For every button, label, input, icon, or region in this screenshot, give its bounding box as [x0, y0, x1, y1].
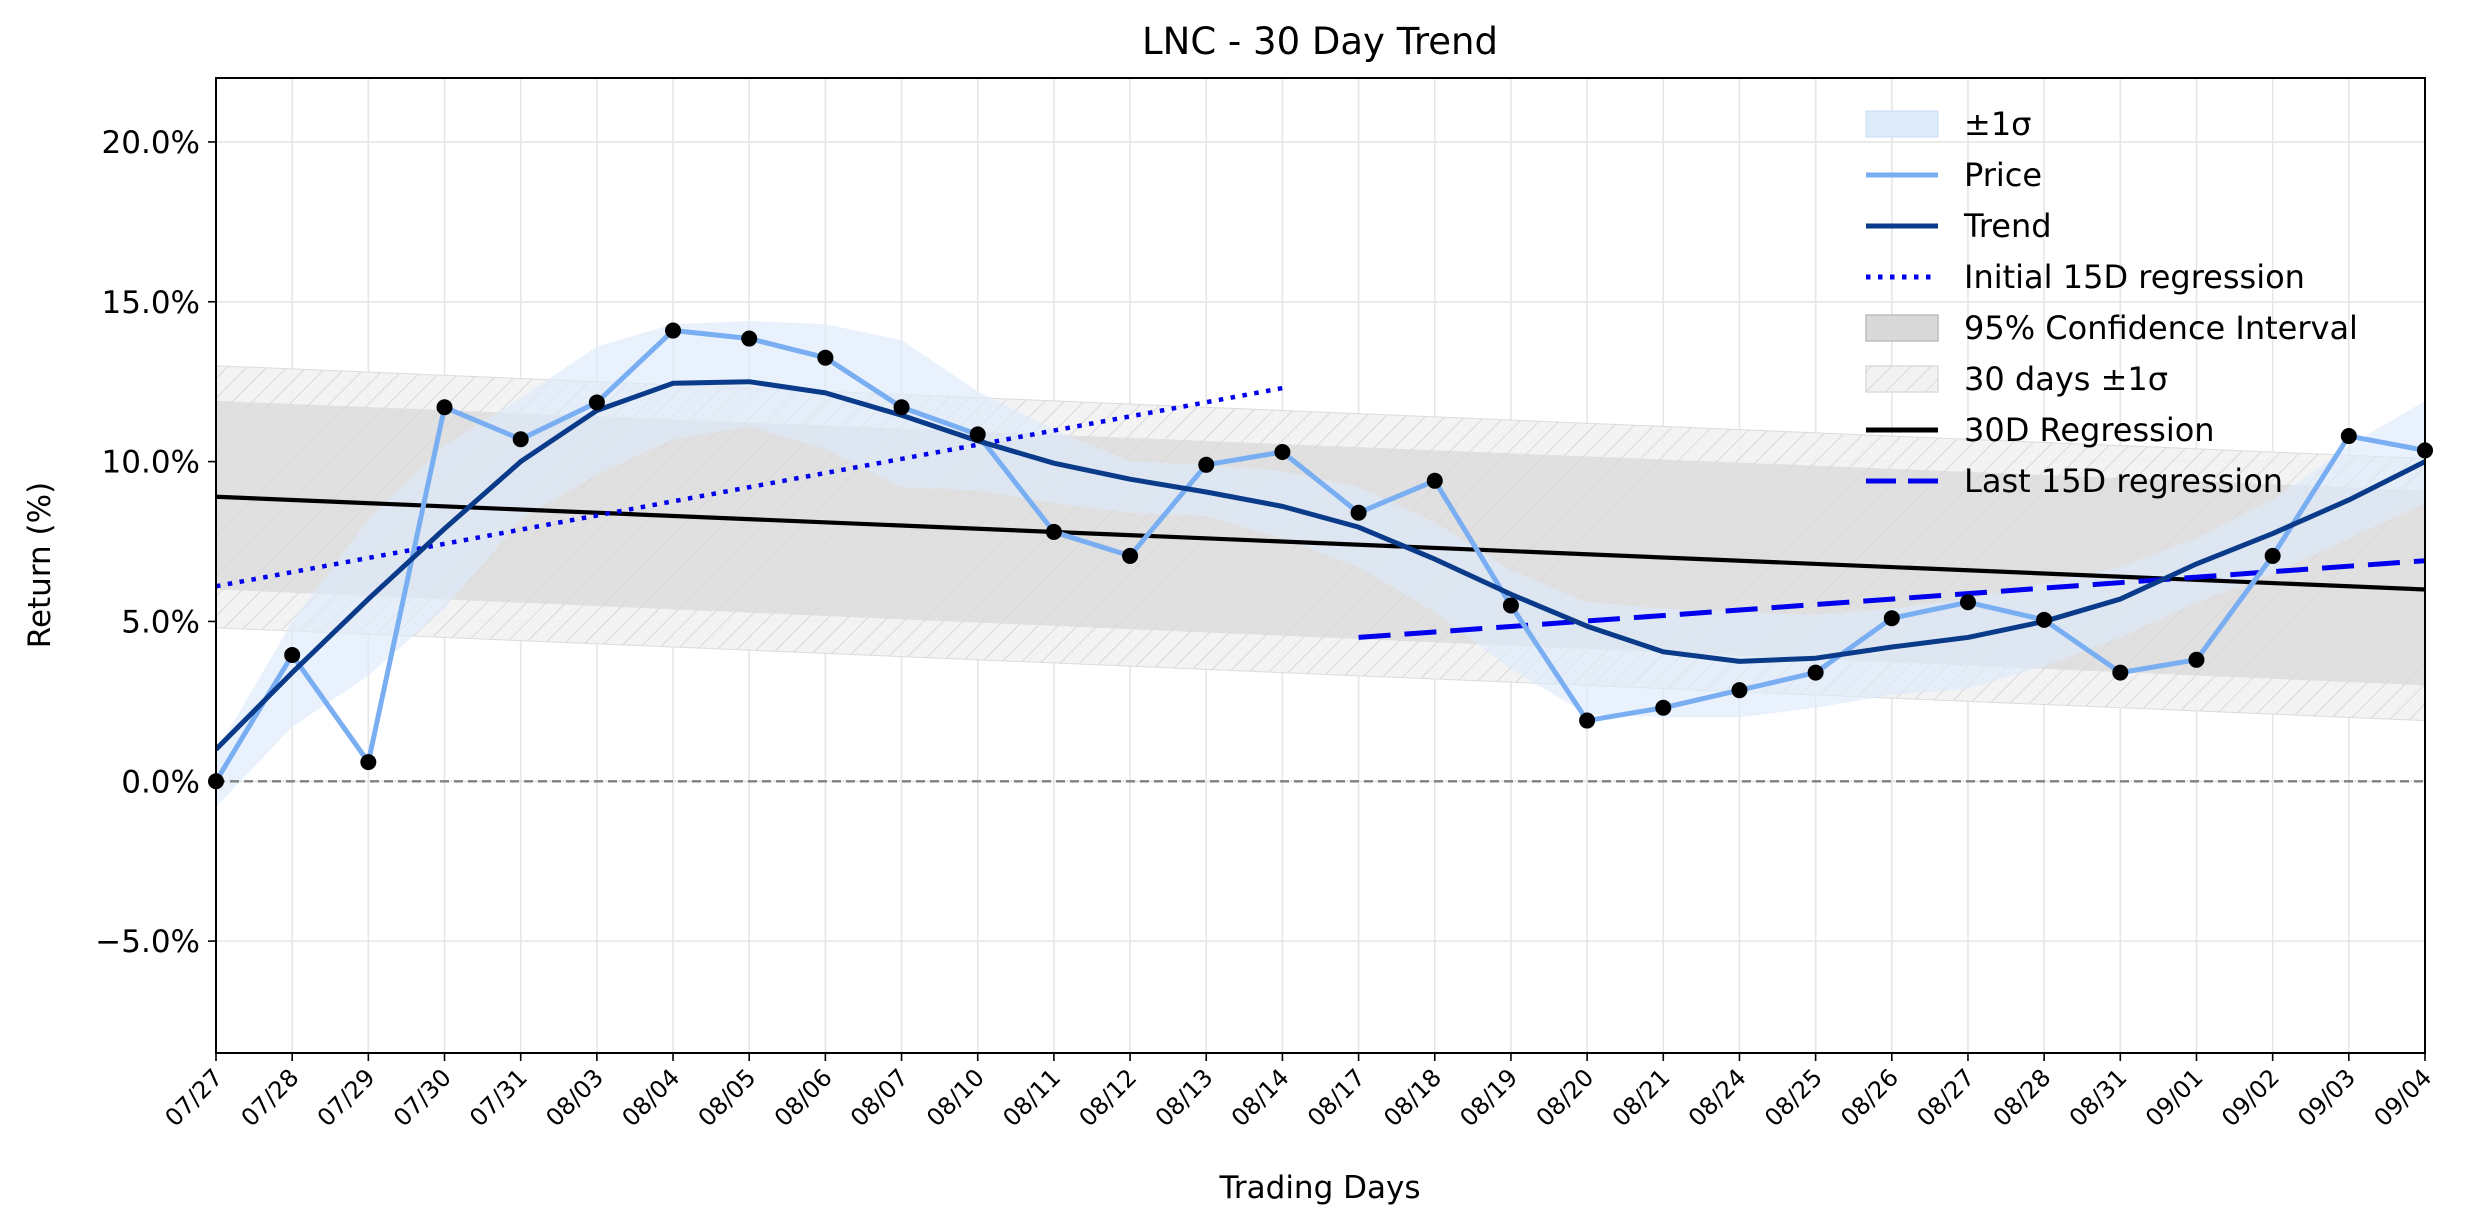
y-tick-label: −5.0%: [95, 924, 200, 960]
price-point: [1198, 456, 1215, 473]
regression-initial-15d-line: [216, 385, 1283, 589]
legend-swatch-hatch: [1866, 366, 1938, 392]
y-tick-label: 0.0%: [121, 764, 200, 800]
y-axis: −5.0% 0.0% 5.0% 10.0% 15.0% 20.0%: [95, 125, 216, 960]
price-point: [1122, 547, 1139, 564]
price-point: [1655, 699, 1672, 716]
plot-frame: [215, 77, 2426, 1054]
price-point: [1883, 610, 1900, 627]
price-point: [1731, 682, 1748, 699]
y-tick-label: 20.0%: [102, 125, 200, 161]
y-tick-label: 5.0%: [121, 604, 200, 640]
legend-label: 30 days ±1σ: [1964, 360, 2168, 398]
price-point: [1502, 597, 1519, 614]
regression-last-15d-line: [1358, 558, 2425, 640]
legend-label: Last 15D regression: [1964, 462, 2283, 500]
legend-swatch-confidence: [1865, 314, 1939, 342]
legend-label: 30D Regression: [1964, 411, 2215, 449]
price-point: [360, 754, 377, 771]
price-point: [741, 330, 758, 347]
price-point: [1045, 523, 1062, 540]
price-point: [1350, 504, 1367, 521]
price-point: [969, 426, 986, 443]
price-point: [512, 431, 529, 448]
price-point: [2340, 428, 2357, 445]
price-point: [284, 647, 301, 664]
price-point: [665, 322, 682, 339]
y-tick-label: 10.0%: [102, 445, 200, 481]
series-lines: [216, 328, 2425, 783]
legend-label: ±1σ: [1964, 105, 2031, 143]
price-line: [216, 328, 2425, 783]
chart-title: LNC - 30 Day Trend: [1142, 20, 1498, 63]
price-point: [2112, 664, 2129, 681]
price-point: [1274, 444, 1291, 461]
price-point: [2188, 651, 2205, 668]
price-point: [436, 399, 453, 416]
price-points: [208, 322, 2433, 790]
price-point: [2036, 611, 2053, 628]
price-point: [817, 349, 834, 366]
legend: ±1σ Price Trend Initial 15D regression 95% C…: [1865, 105, 2358, 500]
price-point: [893, 399, 910, 416]
legend-label: 95% Confidence Interval: [1964, 309, 2358, 347]
price-point: [1807, 664, 1824, 681]
legend-swatch-sigma: [1865, 110, 1939, 138]
price-point: [588, 394, 605, 411]
legend-label: Trend: [1963, 207, 2052, 245]
y-tick-label: 15.0%: [102, 285, 200, 321]
trend-line: [216, 379, 2425, 752]
price-point: [2264, 547, 2281, 564]
x-axis-label: Trading Days: [1219, 1170, 1421, 1206]
band-sigma: [216, 320, 2425, 807]
price-point: [1959, 594, 1976, 611]
legend-label: Price: [1964, 156, 2042, 194]
legend-label: Initial 15D regression: [1964, 258, 2305, 296]
price-point: [1426, 472, 1443, 489]
y-axis-label: Return (%): [22, 482, 58, 648]
regression-30d-line: [216, 494, 2425, 592]
price-point: [1579, 712, 1596, 729]
